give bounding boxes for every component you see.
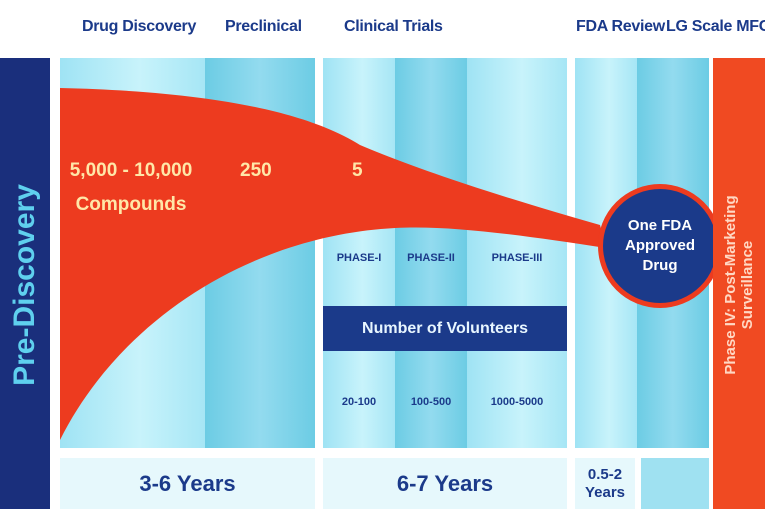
duration-clinical: 6-7 Years <box>323 458 567 509</box>
header-drug-discovery: Drug Discovery <box>82 18 197 35</box>
post-marketing-bar <box>713 58 765 509</box>
approved-drug-circle: One FDA Approved Drug <box>598 184 722 308</box>
volunteers-phase-2: 100-500 <box>410 396 452 408</box>
post-marketing-line2: Surveillance <box>739 240 756 330</box>
volunteers-phase-1: 20-100 <box>341 396 377 408</box>
phase-1-label: PHASE-I <box>336 252 382 264</box>
approved-drug-label: One FDA Approved Drug <box>624 217 695 274</box>
pre-discovery-label: Pre-Discovery <box>8 184 41 386</box>
phase-3-label: PHASE-III <box>491 252 543 264</box>
header-preclinical: Preclinical <box>225 18 302 35</box>
post-marketing-line1: Phase IV: Post-Marketing <box>722 195 739 375</box>
count-discovery-number: 5,000 - 10,000 <box>69 160 193 181</box>
count-clinical: 5 <box>352 160 363 181</box>
stripe-phase-3 <box>467 58 567 448</box>
phase-2-label: PHASE-II <box>407 252 455 264</box>
count-discovery: 5,000 - 10,000 Compounds <box>68 158 194 218</box>
volunteers-phase-3: 1000-5000 <box>490 396 544 408</box>
pre-discovery-bar <box>0 58 50 509</box>
stripe-phase-2 <box>395 58 467 448</box>
volunteers-bar: Number of Volunteers <box>323 306 567 351</box>
header-lg-scale-mfg: LG Scale MFG <box>666 18 765 35</box>
post-marketing-label: Phase IV: Post-Marketing Surveillance <box>722 195 756 374</box>
count-preclinical: 250 <box>240 160 272 181</box>
duration-mfg-block <box>641 458 709 509</box>
count-discovery-unit: Compounds <box>75 194 187 215</box>
header-fda-review: FDA Review <box>576 18 665 35</box>
header-clinical-trials: Clinical Trials <box>344 18 443 35</box>
duration-discovery-preclinical: 3-6 Years <box>60 458 315 509</box>
stripe-phase-1 <box>323 58 395 448</box>
duration-fda-review: 0.5-2 Years <box>575 458 635 509</box>
